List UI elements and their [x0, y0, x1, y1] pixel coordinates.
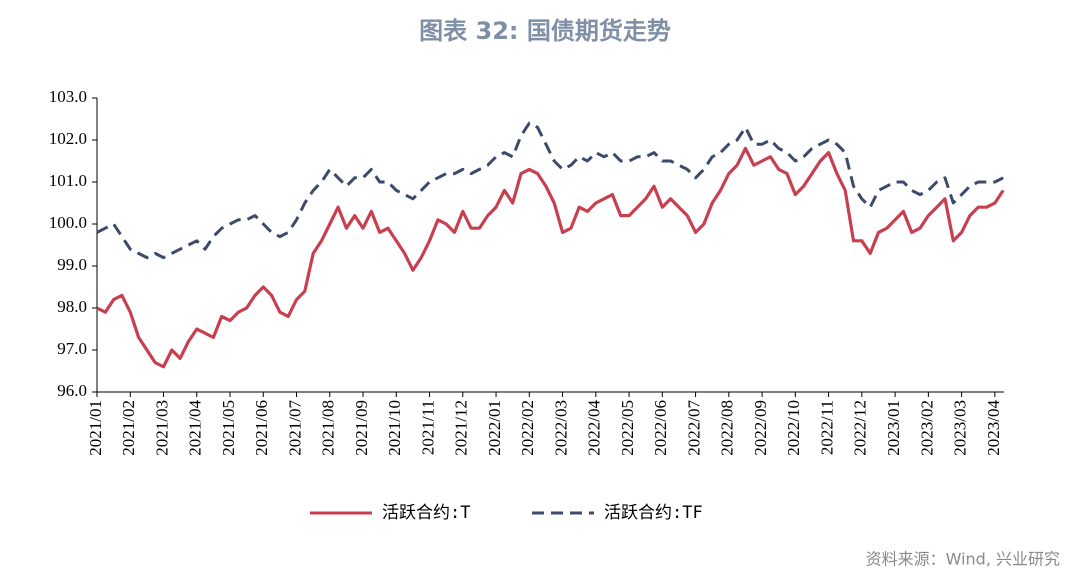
x-tick-label: 2022/07 [684, 400, 703, 456]
x-tick-label: 2022/08 [718, 400, 737, 456]
x-tick-label: 2023/04 [984, 400, 1003, 456]
y-tick-label: 96.0 [57, 381, 87, 400]
x-tick-label: 2021/06 [252, 400, 271, 456]
x-tick-label: 2021/07 [285, 400, 304, 456]
x-tick-label: 2021/08 [319, 400, 338, 456]
x-tick-label: 2022/12 [851, 400, 870, 456]
x-tick-label: 2021/01 [86, 400, 105, 456]
x-tick-label: 2021/04 [186, 400, 205, 456]
x-tick-label: 2021/05 [219, 400, 238, 456]
x-tick-label: 2022/05 [618, 400, 637, 456]
legend-label: 活跃合约:TF [604, 503, 703, 523]
x-tick-label: 2021/12 [452, 400, 471, 456]
y-tick-label: 101.0 [49, 171, 87, 190]
y-tick-label: 100.0 [49, 213, 87, 232]
x-tick-label: 2022/02 [518, 400, 537, 456]
x-tick-label: 2022/11 [817, 400, 836, 455]
source: 资料来源：Wind, 兴业研究 [866, 550, 1060, 569]
x-tick-label: 2022/04 [585, 400, 604, 456]
y-tick-label: 103.0 [49, 87, 87, 106]
legend-label: 活跃合约:T [382, 503, 470, 523]
x-tick-label: 2023/03 [951, 400, 970, 456]
x-tick-label: 2022/10 [784, 400, 803, 456]
x-tick-label: 2021/11 [418, 400, 437, 455]
x-tick-label: 2023/01 [884, 400, 903, 456]
y-tick-label: 98.0 [57, 297, 87, 316]
series-line [96, 121, 1004, 260]
x-tick-label: 2021/10 [385, 400, 404, 456]
x-tick-label: 2021/09 [352, 400, 371, 456]
x-tick-label: 2022/09 [751, 400, 770, 456]
x-tick-label: 2022/03 [551, 400, 570, 456]
series-line [96, 146, 1005, 369]
x-tick-label: 2022/01 [485, 400, 504, 456]
y-tick-label: 99.0 [57, 255, 87, 274]
y-tick-label: 102.0 [49, 129, 87, 148]
y-tick-label: 97.0 [57, 339, 87, 358]
x-tick-label: 2023/02 [917, 400, 936, 456]
x-tick-label: 2021/02 [119, 400, 138, 456]
x-tick-label: 2021/03 [152, 400, 171, 456]
chart-title: 图表 32: 国债期货走势 [419, 17, 671, 45]
x-tick-label: 2022/06 [651, 400, 670, 456]
